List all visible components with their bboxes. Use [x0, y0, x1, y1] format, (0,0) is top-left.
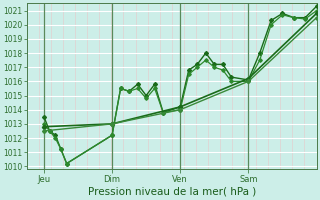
X-axis label: Pression niveau de la mer( hPa ): Pression niveau de la mer( hPa ) [88, 187, 256, 197]
